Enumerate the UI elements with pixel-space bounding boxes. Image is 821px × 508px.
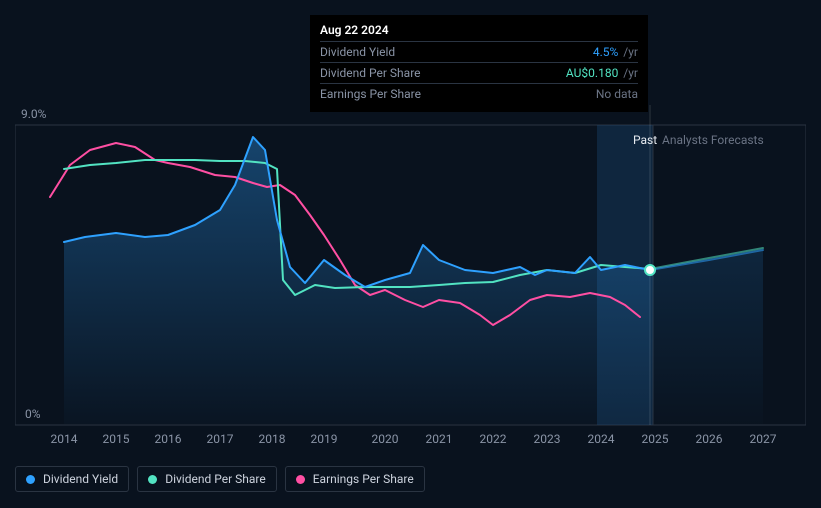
legend-label: Dividend Yield — [43, 472, 118, 486]
x-axis-tick: 2018 — [259, 432, 286, 446]
legend-label: Dividend Per Share — [165, 472, 266, 486]
x-axis-tick: 2022 — [480, 432, 507, 446]
x-axis-tick: 2023 — [534, 432, 561, 446]
legend-label: Earnings Per Share — [313, 472, 414, 486]
chart-tooltip: Aug 22 2024 Dividend Yield4.5% /yrDivide… — [310, 15, 648, 112]
tooltip-row-value: 4.5% /yr — [593, 45, 638, 59]
chart-canvas — [15, 105, 806, 450]
tooltip-row-value: AU$0.180 /yr — [566, 66, 638, 80]
y-axis-min: 0% — [25, 407, 41, 421]
x-axis-tick: 2020 — [372, 432, 399, 446]
legend-item[interactable]: Earnings Per Share — [285, 466, 425, 492]
y-axis-max: 9.0% — [21, 107, 46, 121]
x-axis: 2014 2015 2016 2017 2018 2019 2020 2021 2022 2023… — [15, 432, 806, 452]
dividend-chart[interactable]: 9.0% 0% Past Analysts Forecasts — [15, 105, 806, 450]
legend-item[interactable]: Dividend Per Share — [137, 466, 277, 492]
x-axis-tick: 2025 — [642, 432, 669, 446]
legend-item[interactable]: Dividend Yield — [15, 466, 129, 492]
tooltip-row-label: Dividend Per Share — [320, 66, 421, 80]
x-axis-tick: 2016 — [155, 432, 182, 446]
x-axis-tick: 2014 — [51, 432, 78, 446]
x-axis-tick: 2015 — [103, 432, 130, 446]
past-region-label: Past — [633, 133, 657, 147]
chart-legend: Dividend Yield Dividend Per Share Earnings… — [15, 466, 425, 492]
x-axis-tick: 2026 — [696, 432, 723, 446]
x-axis-tick: 2024 — [588, 432, 615, 446]
tooltip-row: Earnings Per Share No data — [320, 83, 638, 104]
legend-swatch — [26, 475, 35, 484]
tooltip-date: Aug 22 2024 — [320, 23, 638, 37]
x-axis-tick: 2027 — [750, 432, 777, 446]
tooltip-row-label: Earnings Per Share — [320, 87, 421, 101]
x-axis-tick: 2019 — [311, 432, 338, 446]
x-axis-tick: 2017 — [207, 432, 234, 446]
legend-swatch — [296, 475, 305, 484]
legend-swatch — [148, 475, 157, 484]
forecast-region-label: Analysts Forecasts — [662, 133, 764, 147]
tooltip-row-label: Dividend Yield — [320, 45, 395, 59]
x-axis-tick: 2021 — [426, 432, 453, 446]
tooltip-row: Dividend Per Share AU$0.180 /yr — [320, 62, 638, 83]
tooltip-row-value: No data — [596, 87, 638, 101]
tooltip-row: Dividend Yield 4.5% /yr — [320, 41, 638, 62]
